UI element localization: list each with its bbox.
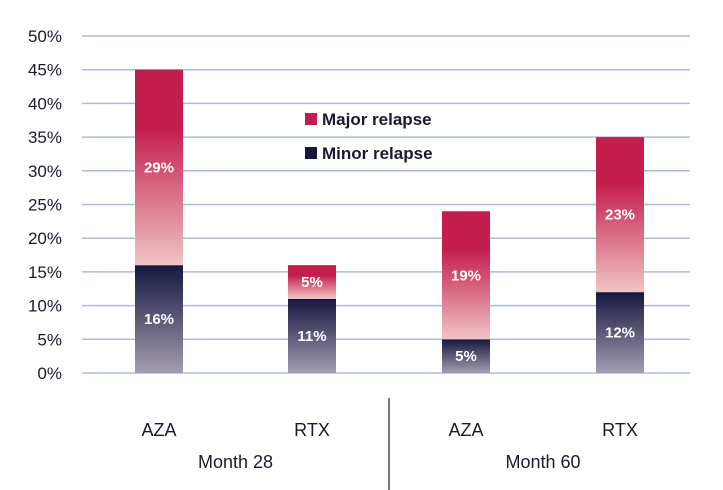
legend-swatch-minor-relapse (305, 147, 317, 159)
gridlines (82, 35, 690, 374)
y-tick-label: 40% (28, 94, 62, 113)
bars: 16% 29% 11% 5% 5% 19% 12% 23% (135, 69, 644, 373)
data-label-major-relapse: 19% (451, 267, 481, 284)
data-label-major-relapse: 29% (144, 159, 174, 176)
x-group-label: Month 60 (505, 452, 580, 472)
y-axis: 0% 5% 10% 15% 20% 25% 30% 35% 40% 45% 50% (28, 27, 62, 383)
y-tick-label: 10% (28, 297, 62, 316)
bar-minor-relapse (135, 265, 183, 373)
y-tick-label: 50% (28, 27, 62, 46)
bar-minor-relapse (596, 292, 644, 373)
data-label-major-relapse: 23% (605, 207, 635, 224)
bar-minor-relapse (288, 298, 336, 373)
y-tick-label: 20% (28, 229, 62, 248)
bar-major-relapse (596, 137, 644, 293)
y-tick-label: 15% (28, 263, 62, 282)
bar-major-relapse (135, 69, 183, 266)
y-tick-label: 0% (37, 364, 62, 383)
bar-major-relapse (288, 265, 336, 299)
y-tick-label: 5% (37, 330, 62, 349)
y-tick-label: 45% (28, 61, 62, 80)
data-label-minor-relapse: 5% (455, 348, 477, 365)
legend-label-major-relapse: Major relapse (322, 110, 432, 129)
data-label-minor-relapse: 12% (605, 325, 635, 342)
data-label-minor-relapse: 11% (297, 328, 326, 345)
bar-major-relapse (442, 211, 490, 340)
legend: Major relapse Minor relapse (305, 110, 433, 163)
x-category-label: RTX (602, 420, 638, 440)
x-axis: AZA RTX AZA RTX Month 28 Month 60 (141, 420, 637, 472)
y-tick-label: 35% (28, 128, 62, 147)
x-group-label: Month 28 (198, 452, 273, 472)
legend-label-minor-relapse: Minor relapse (322, 144, 433, 163)
y-tick-label: 25% (28, 196, 62, 215)
bar-minor-relapse (442, 339, 490, 373)
x-category-label: RTX (294, 420, 330, 440)
y-tick-label: 30% (28, 162, 62, 181)
x-category-label: AZA (448, 420, 483, 440)
legend-swatch-major-relapse (305, 113, 317, 125)
x-category-label: AZA (141, 420, 176, 440)
data-label-major-relapse: 5% (301, 274, 323, 291)
data-label-minor-relapse: 16% (144, 311, 174, 328)
